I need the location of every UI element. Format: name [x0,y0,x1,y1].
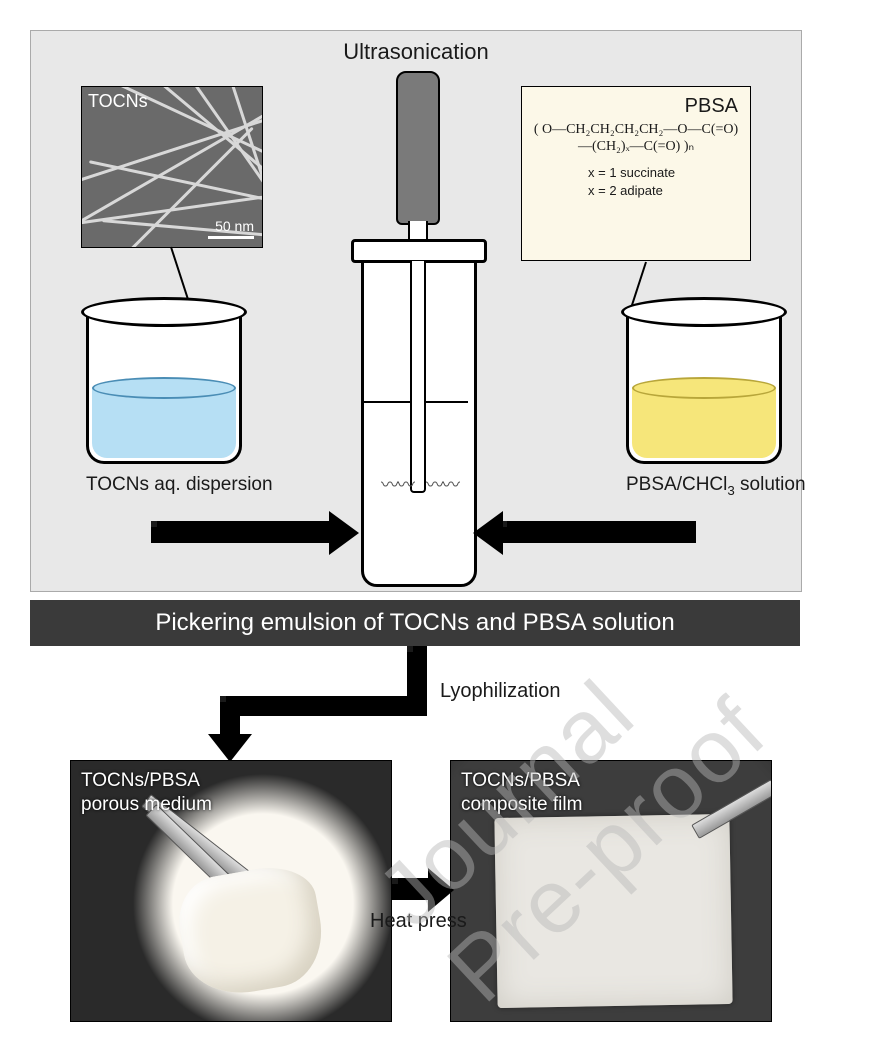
ultrasonication-label: Ultrasonication [343,39,489,65]
photo-left-caption: TOCNs/PBSA porous medium [81,769,212,817]
figure-canvas: Ultrasonication TOCNs 50 nm PBSA ( O—CH₂… [0,0,871,1062]
arrow-right-head [473,511,503,555]
tocn-callout-line [170,247,189,300]
heatpress-label: Heat press [370,910,467,933]
beaker-tocn-label: TOCNs aq. dispersion [86,474,236,496]
beaker-body [86,311,242,464]
pbsa-structure-box: PBSA ( O—CH₂CH₂CH₂CH₂—O—C(=O)—(CH₂)ₓ—C(=… [521,86,751,261]
tocn-inset-tag: TOCNs [88,91,148,112]
emulsion-title-bar: Pickering emulsion of TOCNs and PBSA sol… [30,600,800,646]
pbsa-note-succinate: x = 1 succinate [588,164,744,182]
sonicator-handle [396,71,440,225]
photo-composite-film: TOCNs/PBSA composite film [450,760,772,1022]
beaker-rim [81,297,247,327]
pbsa-notes: x = 1 succinate x = 2 adipate [528,164,744,200]
arrow-heatpress-head [428,868,454,912]
sonicator-assembly: 〰〰 〰〰 [326,71,506,581]
arrow-elbow-down [220,696,240,736]
beaker-tocn: TOCNs aq. dispersion [86,311,236,496]
tocn-scale-label: 50 nm [215,218,254,234]
tocn-scale-bar [208,236,254,239]
beaker-pbsa: PBSA/CHCl3 solution [626,311,776,498]
beaker-liquid-surface [92,377,236,399]
pbsa-structure: ( O—CH₂CH₂CH₂CH₂—O—C(=O)—(CH₂)ₓ—C(=O) )ₙ [528,122,744,156]
beaker-body [626,311,782,464]
lyophilization-label: Lyophilization [440,680,560,703]
beaker-pbsa-label: PBSA/CHCl3 solution [626,474,776,498]
beaker-rim [621,297,787,327]
vial-cap [351,239,487,263]
arrow-right-into-vial [501,521,696,543]
beaker-liquid-surface [632,377,776,399]
arrow-elbow-horizontal [220,696,427,716]
emulsion-title-text: Pickering emulsion of TOCNs and PBSA sol… [155,609,674,637]
arrow-heatpress [392,878,430,900]
sonicator-probe [410,261,426,493]
arrow-elbow-head [208,734,252,762]
arrow-left-into-vial [151,521,331,543]
wave-icon: 〰〰 [426,471,458,497]
photo-porous-medium: TOCNs/PBSA porous medium [70,760,392,1022]
pbsa-note-adipate: x = 2 adipate [588,182,744,200]
tocn-scale: 50 nm [208,218,254,239]
film-sample [494,814,732,1008]
pbsa-title: PBSA [528,95,738,118]
photo-right-caption: TOCNs/PBSA composite film [461,769,582,817]
wave-icon: 〰〰 [381,471,413,497]
tocn-microscopy-inset: TOCNs 50 nm [81,86,263,248]
arrow-left-head [329,511,359,555]
top-panel: Ultrasonication TOCNs 50 nm PBSA ( O—CH₂… [30,30,802,592]
